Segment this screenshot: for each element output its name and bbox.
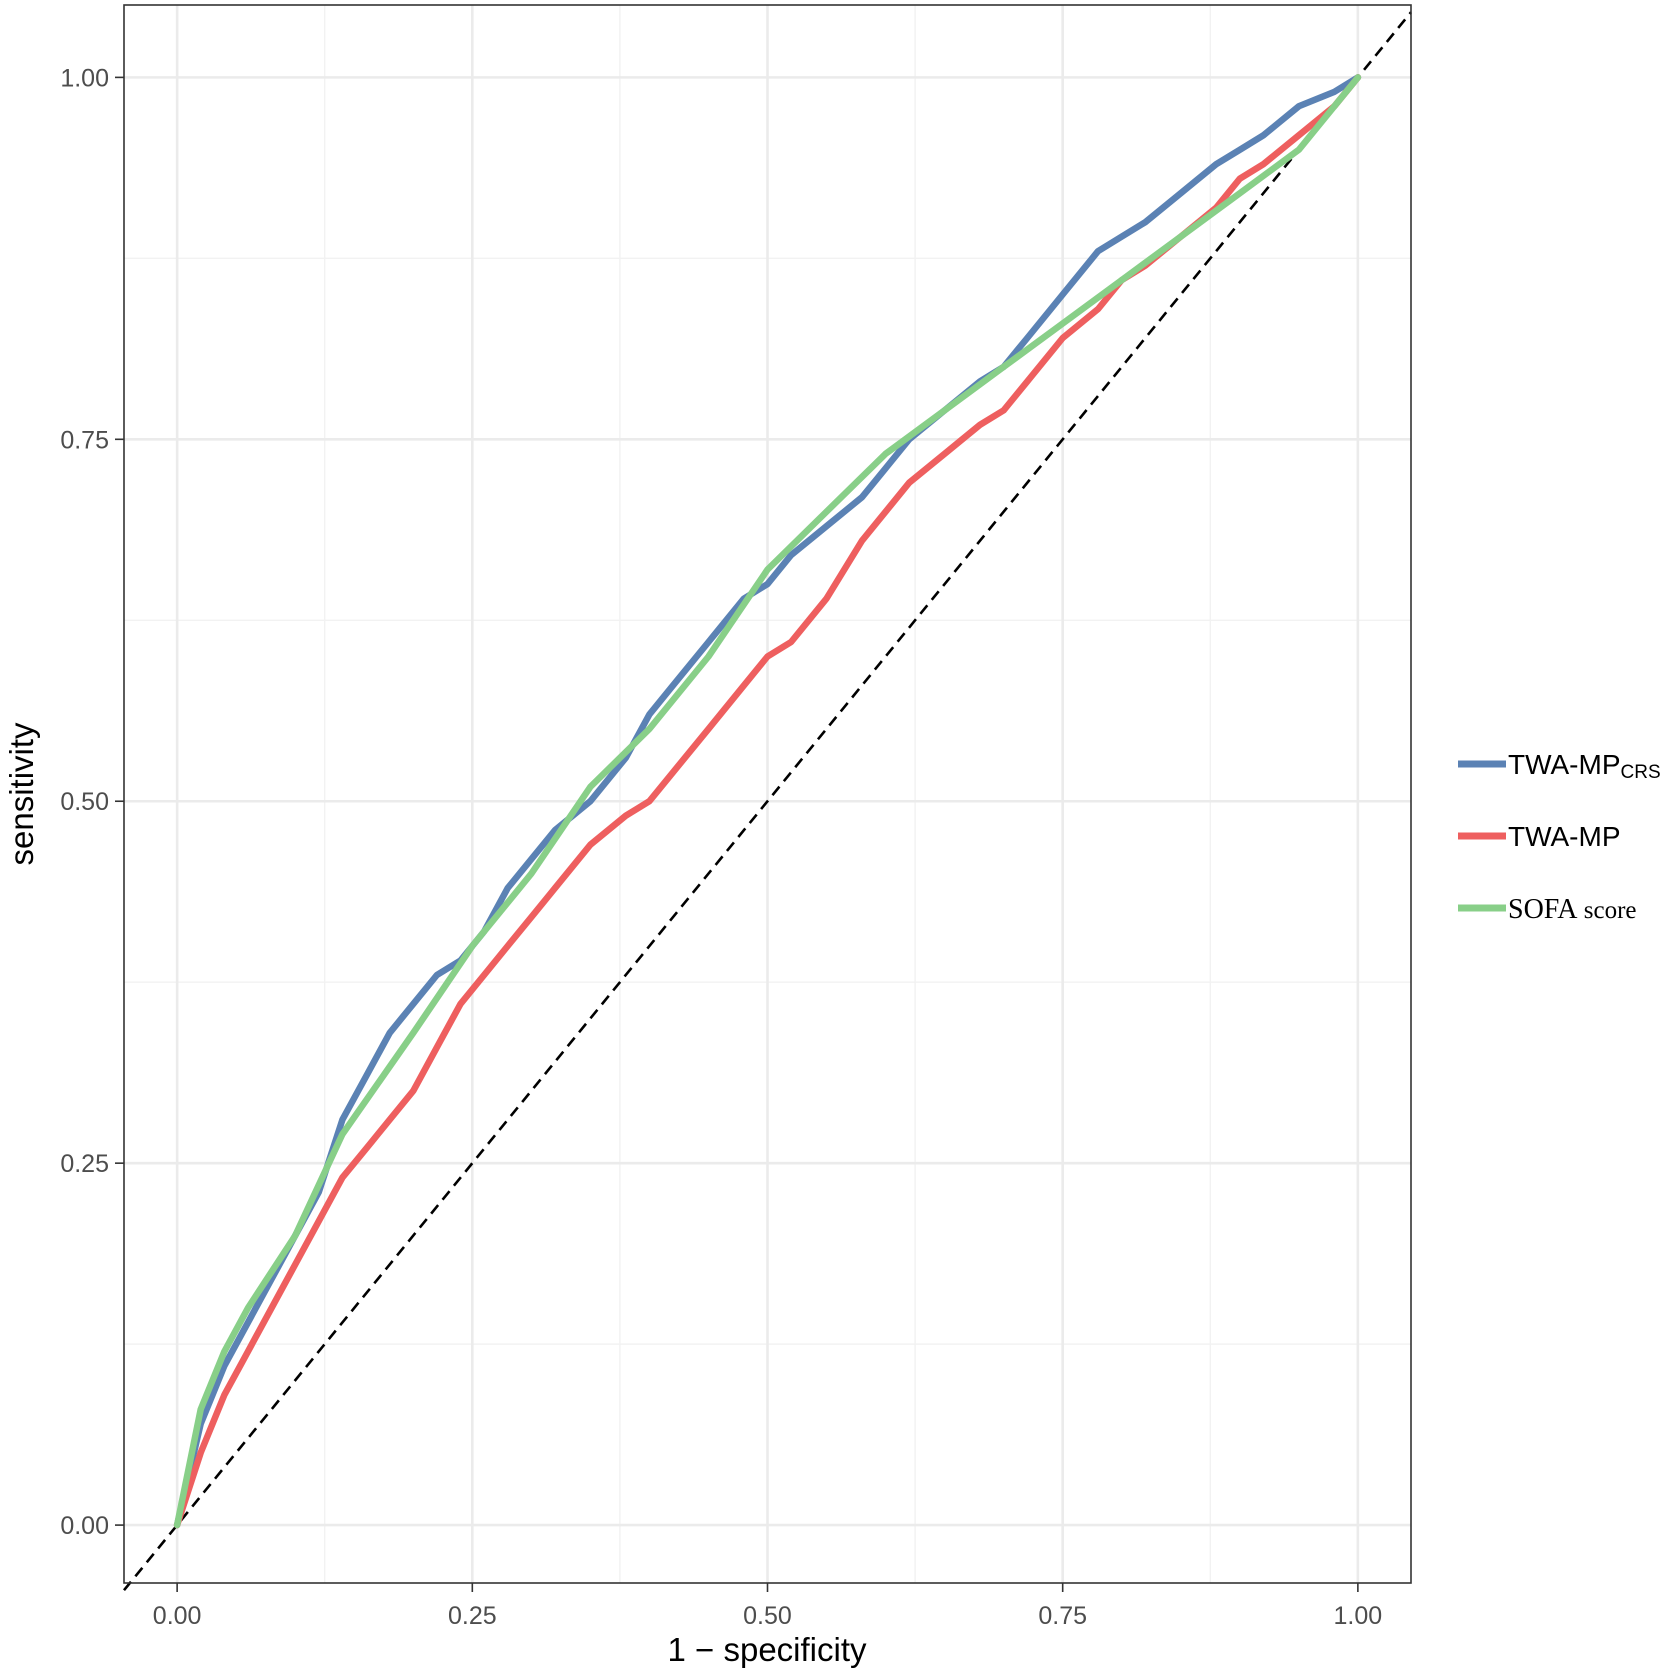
x-tick-label: 0.00 — [153, 1602, 202, 1630]
tick-labels-group: 0.00 0.25 0.50 0.75 1.00 0.00 0.25 0.50 0.75 1.00 — [60, 64, 1382, 1630]
y-tick-label: 1.00 — [60, 64, 109, 92]
grid-major — [124, 5, 1411, 1583]
x-tick-label: 0.25 — [448, 1602, 497, 1630]
ticks-group — [115, 76, 1359, 1592]
x-tick-label: 0.75 — [1038, 1602, 1087, 1630]
y-tick-label: 0.75 — [60, 426, 109, 454]
reference-diagonal-line — [122, 11, 1413, 1592]
x-tick-label: 1.00 — [1334, 1602, 1383, 1630]
reference-line-group — [122, 11, 1413, 1592]
y-tick-label: 0.00 — [60, 1512, 109, 1540]
x-tick-label: 0.50 — [743, 1602, 792, 1630]
x-axis-title: 1 − specificity — [668, 1631, 867, 1668]
series-line-twa-mp-crs — [173, 74, 1362, 1529]
series-line-sofa-score — [173, 74, 1362, 1529]
legend-label: TWA-MPCRS — [1508, 749, 1661, 783]
legend-label: TWA-MP — [1508, 821, 1621, 852]
y-tick-label: 0.25 — [60, 1150, 109, 1178]
legend: TWA-MPCRS TWA-MP SOFA score — [1458, 749, 1661, 925]
legend-label: SOFA score — [1508, 894, 1637, 925]
y-tick-label: 0.50 — [60, 788, 109, 816]
series-group — [173, 74, 1362, 1529]
y-axis-title: sensitivity — [3, 722, 40, 866]
